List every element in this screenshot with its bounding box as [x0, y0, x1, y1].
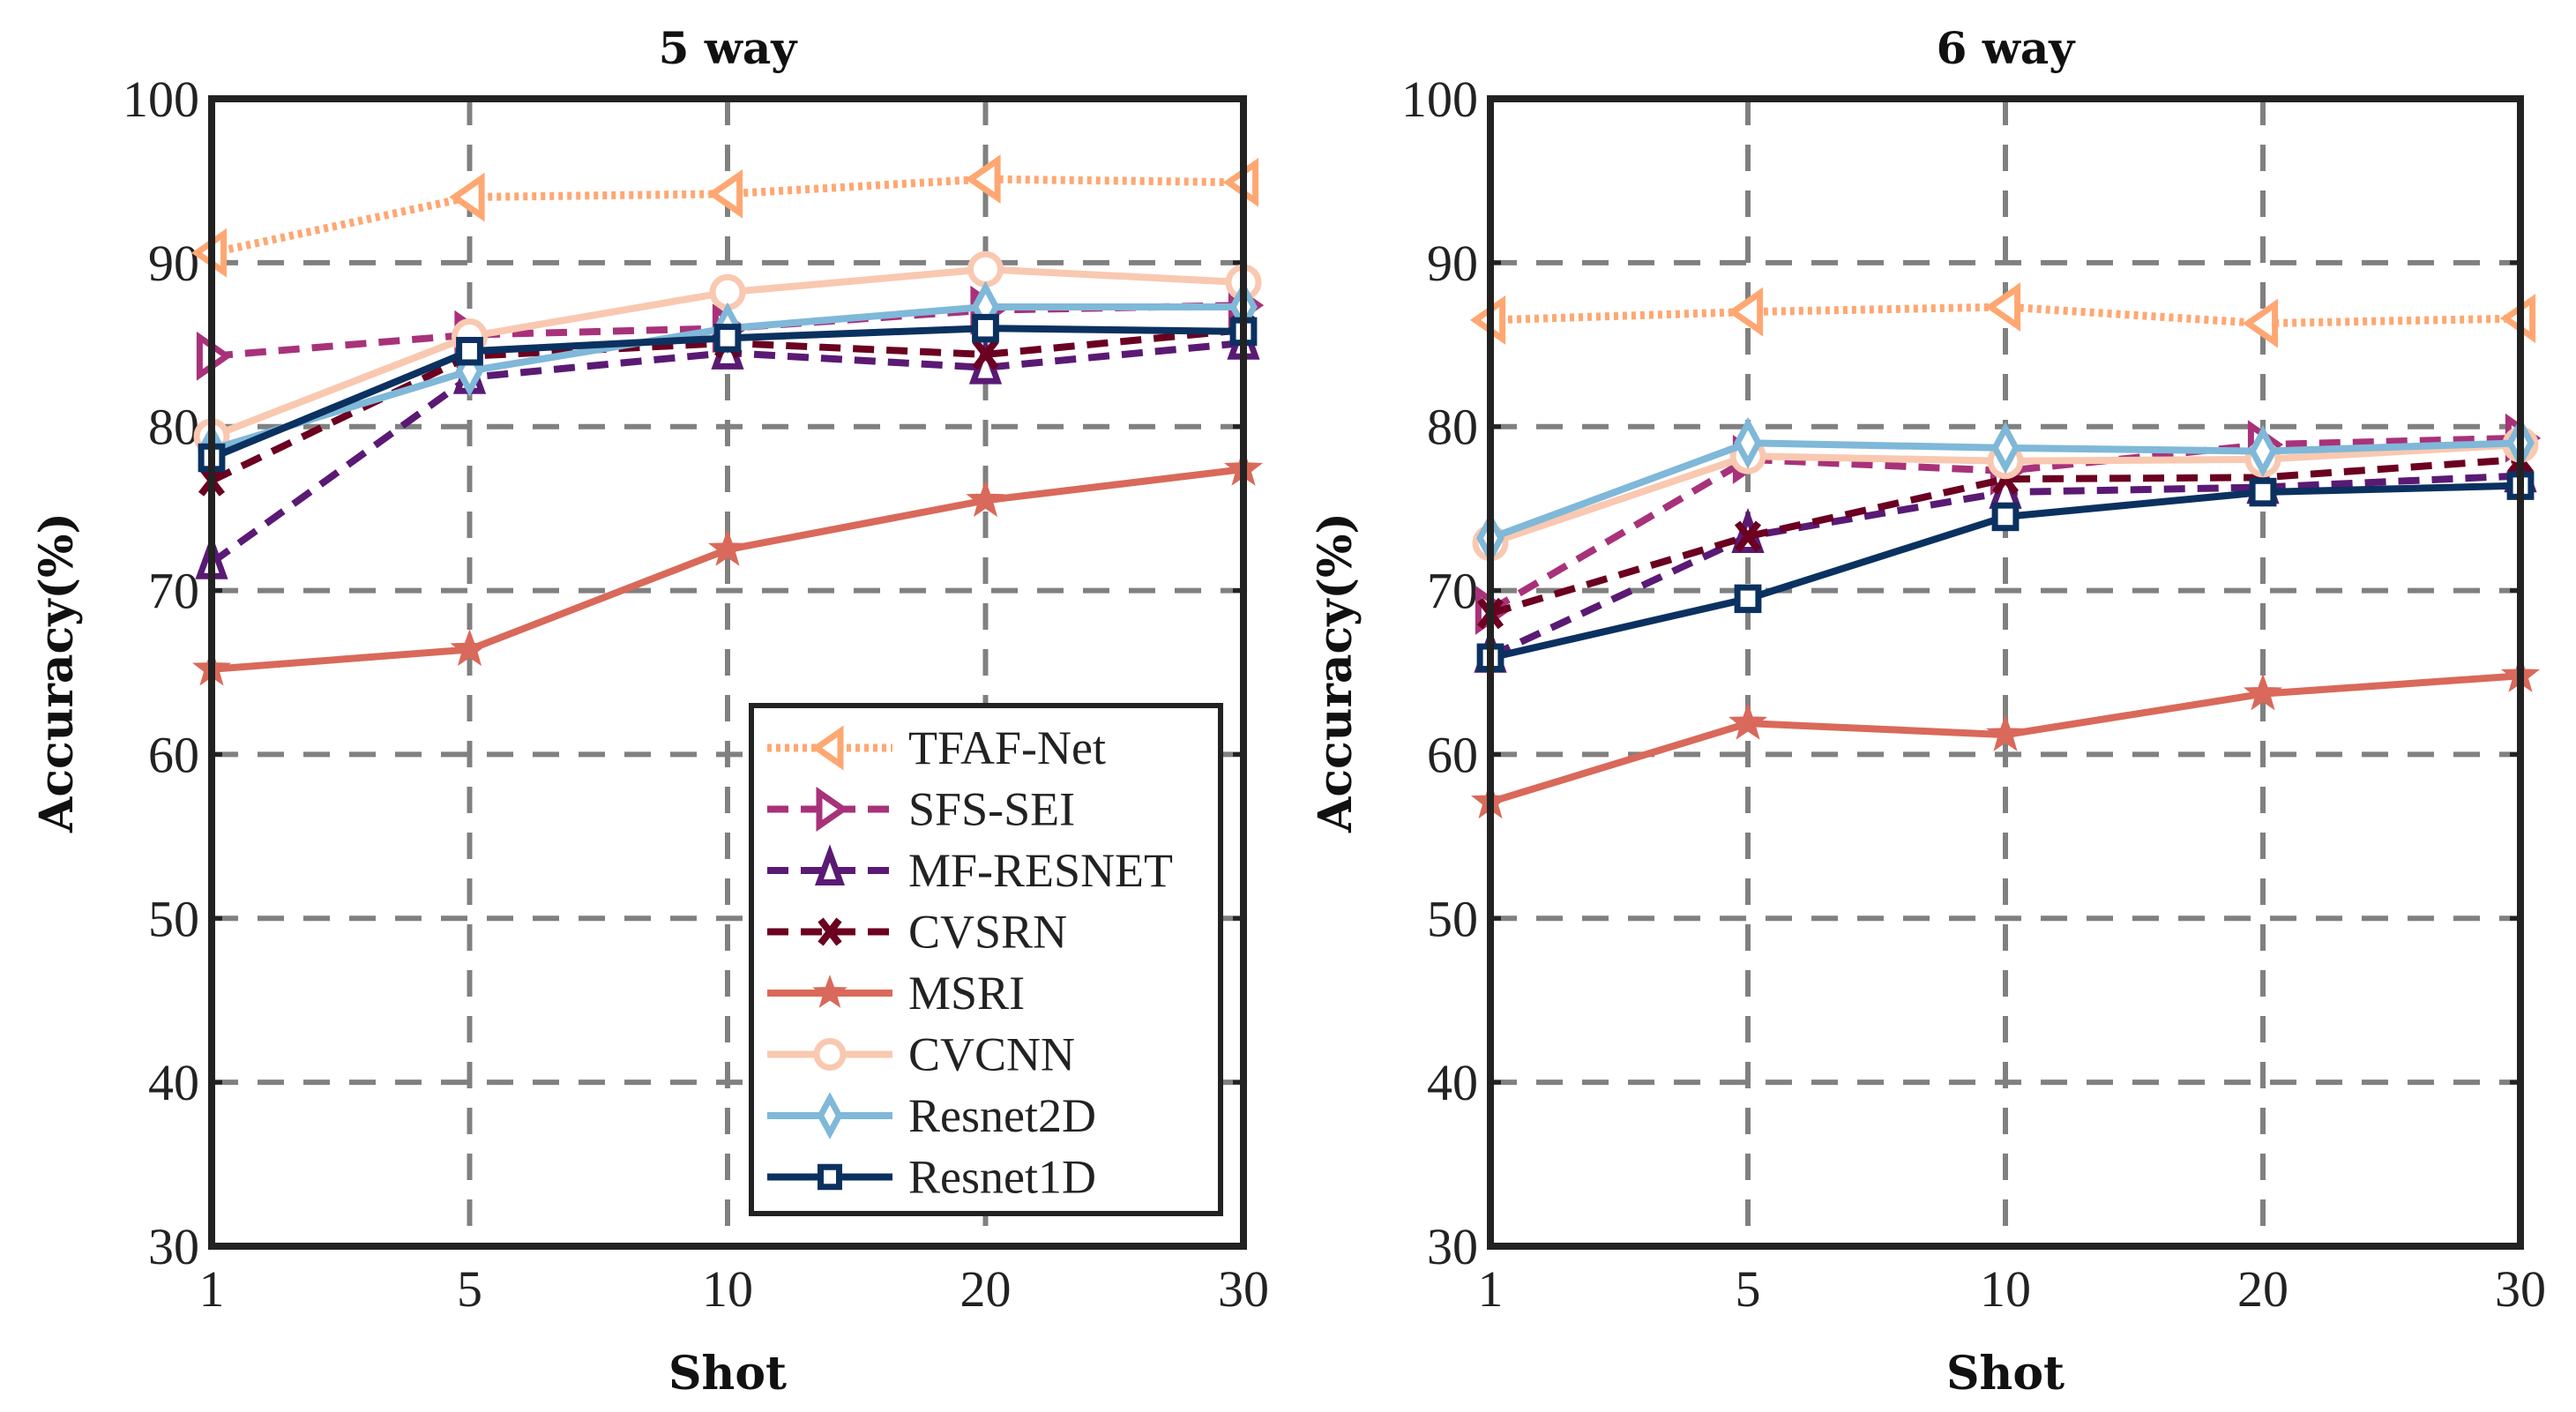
marker-x	[1734, 520, 1762, 552]
y-tick-label: 30	[148, 1218, 199, 1275]
chart-title: 5 way	[659, 22, 799, 74]
y-tick-label: 40	[148, 1054, 199, 1111]
marker-star	[708, 528, 747, 566]
marker-star	[450, 629, 489, 667]
legend-entry: TFAF-Net	[767, 721, 1106, 774]
legend-entry: Resnet1D	[767, 1151, 1096, 1204]
x-tick-label: 10	[702, 1260, 753, 1318]
series-line	[1489, 455, 2521, 617]
marker-square	[1734, 584, 1762, 614]
marker-square	[1991, 502, 2020, 532]
y-tick-label: 30	[1427, 1218, 1478, 1275]
marker-diamond	[1734, 416, 1762, 469]
legend-entry: Resnet2D	[767, 1089, 1096, 1142]
legend-entry: SFS-SEI	[767, 783, 1075, 836]
legend-label: MF-RESNET	[908, 844, 1173, 897]
legend: TFAF-Net SFS-SEI MF-RESNET CVSRN MSRI CVCNN Re…	[749, 703, 1223, 1216]
x-axis-label: Shot	[1946, 1347, 2065, 1401]
marker-star	[1729, 702, 1767, 740]
marker-circle	[813, 1038, 847, 1071]
y-tick-label: 50	[148, 890, 199, 947]
marker-star	[2243, 673, 2283, 711]
legend-label: MSRI	[908, 967, 1025, 1020]
y-tick-label: 90	[148, 235, 199, 292]
series-resnet1d	[198, 313, 1258, 473]
marker-triangle-left	[810, 725, 844, 771]
series-resnet2d	[1476, 416, 2535, 564]
chart-title: 6 way	[1937, 22, 2077, 74]
x-tick-label: 30	[1218, 1260, 1269, 1318]
legend-entry: CVSRN	[767, 906, 1067, 959]
legend-label: CVCNN	[908, 1028, 1075, 1081]
y-tick-label: 80	[148, 399, 199, 456]
y-tick-label: 90	[1427, 235, 1478, 292]
marker-square	[2249, 477, 2277, 507]
y-tick-label: 70	[1427, 563, 1478, 620]
x-axis-label: Shot	[668, 1347, 787, 1401]
marker-square	[713, 324, 742, 353]
x-tick-label: 10	[1980, 1260, 2031, 1318]
plot-frame	[208, 95, 1247, 1250]
y-tick-label: 80	[1427, 399, 1478, 456]
chart-panel-1: 30 40 50 60 70 80 90 100 1 5 10 20 30 6 way Shot Accura…	[1309, 22, 2546, 1401]
legend-entry: MF-RESNET	[767, 844, 1173, 897]
marker-triangle-up	[815, 844, 845, 885]
marker-star	[966, 480, 1005, 518]
y-tick-label: 40	[1427, 1054, 1478, 1111]
y-tick-label: 50	[1427, 890, 1478, 947]
x-tick-label: 1	[1478, 1260, 1504, 1318]
x-tick-label: 5	[1736, 1260, 1761, 1318]
y-tick-label: 70	[148, 563, 199, 620]
legend-label: Resnet2D	[908, 1089, 1096, 1142]
marker-triangle-right	[816, 787, 849, 832]
marker-square	[972, 313, 999, 343]
x-tick-label: 30	[2495, 1260, 2546, 1318]
legend-entry: CVCNN	[767, 1028, 1075, 1081]
chart-panel-0: 30 40 50 60 70 80 90 100 1 5 10 20 30 5 way Shot Accura…	[30, 22, 1269, 1401]
marker-triangle-left	[1727, 287, 1764, 337]
marker-x	[972, 339, 999, 370]
y-axis-label: Accuracy(%)	[1309, 512, 1363, 833]
x-tick-label: 1	[199, 1260, 225, 1318]
marker-triangle-left	[965, 154, 1001, 205]
x-tick-label: 20	[2237, 1260, 2289, 1318]
marker-star	[1986, 713, 2025, 751]
marker-square	[818, 1163, 842, 1191]
legend-label: CVSRN	[908, 906, 1067, 959]
legend-label: Resnet1D	[908, 1151, 1096, 1204]
y-tick-label: 60	[148, 726, 199, 783]
marker-diamond	[1991, 422, 2020, 474]
legend-label: SFS-SEI	[908, 783, 1075, 836]
marker-diamond	[2249, 425, 2277, 478]
marker-triangle-left	[449, 172, 485, 222]
y-tick-label: 60	[1427, 726, 1478, 783]
marker-triangle-left	[1984, 282, 2021, 332]
plot-frame	[1487, 95, 2524, 1250]
legend-label: TFAF-Net	[908, 721, 1106, 774]
x-tick-label: 20	[960, 1260, 1012, 1318]
marker-square	[456, 336, 483, 366]
y-tick-label: 100	[123, 71, 199, 128]
marker-diamond	[817, 1092, 843, 1139]
legend-entry: MSRI	[767, 967, 1025, 1020]
marker-star	[812, 975, 847, 1008]
marker-triangle-left	[2242, 298, 2279, 348]
y-axis-label: Accuracy(%)	[30, 512, 84, 833]
marker-circle	[967, 250, 1004, 288]
marker-x	[818, 917, 842, 946]
y-tick-label: 100	[1401, 71, 1478, 128]
x-tick-label: 5	[457, 1260, 482, 1318]
marker-triangle-left	[706, 168, 743, 219]
